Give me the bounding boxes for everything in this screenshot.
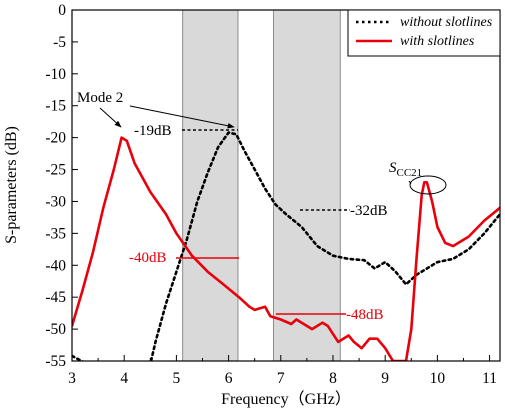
y-tick-label--45: -45 — [45, 289, 66, 306]
db32-label: -32dB — [350, 203, 388, 219]
scc21-main: S — [389, 160, 397, 176]
y-tick-label-0: 0 — [58, 2, 66, 19]
y-tick-label--20: -20 — [45, 130, 66, 147]
mode2-label: Mode 2 — [77, 90, 123, 106]
scc21-circle — [409, 175, 447, 195]
legend-label-with: with slotlines — [400, 34, 475, 49]
shaded-band-2 — [272, 9, 341, 362]
y-tick-label--55: -55 — [45, 353, 66, 370]
scc21-leader — [408, 180, 412, 185]
series-layer — [72, 131, 500, 361]
y-tick-label--5: -5 — [53, 34, 66, 51]
scc21-sub: CC21 — [397, 167, 423, 179]
db48-label: -48dB — [346, 307, 384, 323]
y-tick-label--30: -30 — [45, 193, 66, 210]
shaded-bands — [182, 9, 341, 362]
y-tick-label--10: -10 — [45, 66, 66, 83]
x-tick-label-8: 8 — [329, 370, 337, 387]
x-tick-label-7: 7 — [277, 370, 285, 387]
scc21-label: SCC21 — [389, 160, 422, 179]
x-tick-label-6: 6 — [225, 370, 233, 387]
y-tick-label--50: -50 — [45, 321, 66, 338]
y-tick-label--35: -35 — [45, 225, 66, 242]
x-tick-label-3: 3 — [68, 370, 76, 387]
legend-box — [347, 9, 501, 57]
legend-label-without: without slotlines — [400, 15, 493, 30]
y-tick-label--15: -15 — [45, 98, 66, 115]
mode2-arrow-left — [99, 107, 122, 128]
db19-label: -19dB — [134, 123, 172, 139]
mode2-arrow-right — [129, 105, 235, 129]
x-tick-label-10: 10 — [430, 370, 446, 387]
annotations: Mode 2 -19dB -32dB -40dB -48dB SCC21 — [77, 90, 447, 323]
series-line-with-slotlines — [72, 136, 500, 361]
x-tick-label-11: 11 — [482, 370, 497, 387]
x-tick-label-5: 5 — [173, 370, 181, 387]
y-axis-title: S-parameters (dB) — [3, 126, 20, 244]
y-tick-label--25: -25 — [45, 162, 66, 179]
series-line-without-slotlines — [72, 131, 500, 361]
legend: without slotlines with slotlines — [347, 9, 501, 57]
x-tick-label-4: 4 — [120, 370, 128, 387]
db40-label: -40dB — [129, 250, 167, 266]
x-tick-label-9: 9 — [381, 370, 389, 387]
axis-ticks: 3 4 5 6 7 8 9 10 11 0 -5 -10 -15 -20 -25 -30 -35 -40 -45 -5… — [45, 2, 497, 387]
x-axis-title: Frequency（GHz） — [221, 390, 351, 408]
plot-frame — [71, 9, 501, 362]
y-tick-label--40: -40 — [45, 257, 66, 274]
shaded-band-1 — [182, 9, 239, 362]
